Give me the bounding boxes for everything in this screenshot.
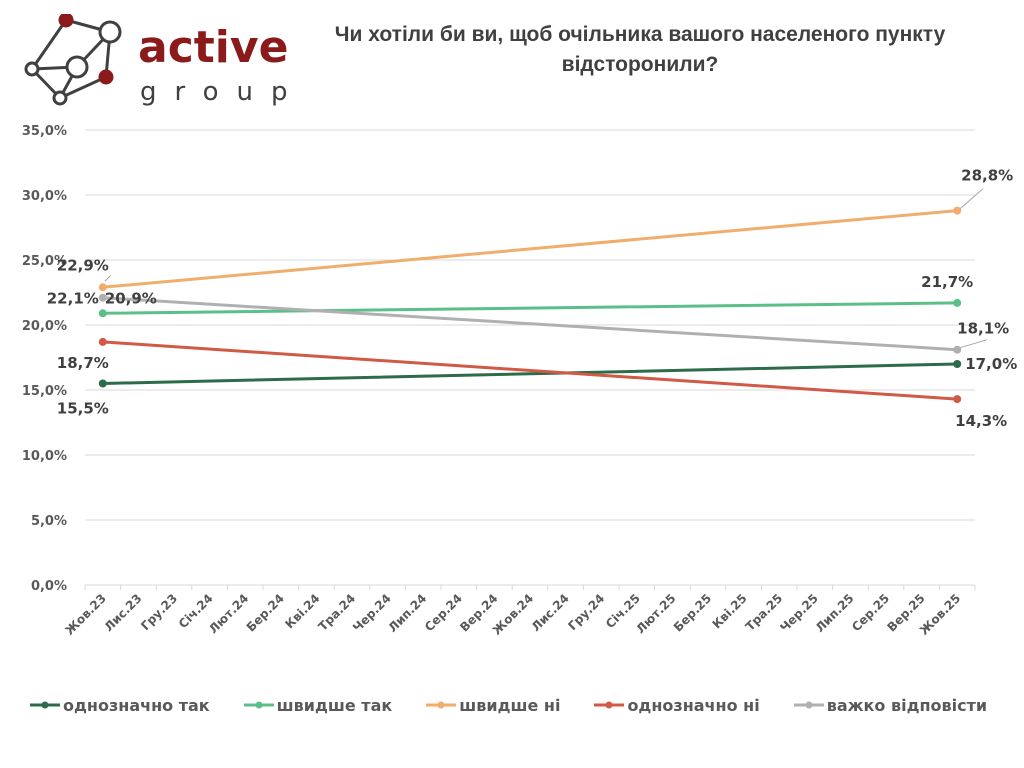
data-label: 14,3% [955, 412, 1007, 430]
data-point [98, 293, 107, 302]
legend-item: однозначно так [30, 696, 210, 715]
data-label: 22,1% [47, 290, 99, 308]
y-tick-label: 5,0% [31, 514, 67, 529]
legend-line-marker-icon [30, 701, 60, 709]
legend: однозначно так швидше так швидше ні однозна… [30, 692, 1010, 718]
legend-label: швидше ні [459, 695, 561, 715]
data-label: 18,7% [57, 354, 109, 372]
data-label: 21,7% [921, 273, 973, 291]
data-point [953, 360, 962, 368]
series-line [101, 301, 959, 315]
series-lines [98, 206, 962, 404]
legend-label: однозначно ні [627, 695, 760, 715]
x-tick-label: Лип.24 [386, 591, 430, 635]
data-point [953, 345, 962, 354]
brand-name-top: active [138, 22, 288, 73]
legend-label: швидше так [276, 695, 393, 715]
active-group-logo: active group [24, 14, 306, 107]
data-label: 17,0% [965, 355, 1017, 373]
chart-title: Чи хотіли би ви, щоб очільника вашого на… [334, 23, 946, 76]
data-point [953, 206, 962, 215]
x-tick-label: Бер.24 [244, 591, 287, 634]
data-point [953, 395, 962, 404]
x-tick-label: Лют.25 [633, 591, 678, 636]
x-axis: Жов.23Лис.23Гру.23Січ.24Лют.24Бер.24Кві.… [62, 585, 976, 638]
x-tick-label: Лис.24 [529, 591, 572, 634]
data-point [98, 379, 107, 388]
x-tick-label: Сер.25 [849, 591, 892, 634]
y-tick-label: 15,0% [22, 384, 67, 399]
data-label: 28,8% [961, 167, 1013, 185]
legend-item: однозначно ні [594, 695, 760, 715]
y-tick-label: 20,0% [22, 319, 67, 334]
x-tick-label: Чер.25 [777, 591, 821, 635]
x-tick-label: Лют.24 [206, 591, 251, 636]
data-point [98, 309, 107, 318]
gridlines [85, 129, 975, 586]
y-tick-label: 0,0% [31, 579, 67, 594]
series-line [101, 340, 959, 401]
x-tick-label: Чер.24 [350, 591, 394, 635]
y-tick-label: 35,0% [22, 124, 67, 139]
x-tick-label: Гру.24 [565, 591, 607, 633]
legend-item: важко відповісти [793, 695, 988, 715]
legend-label: важко відповісти [826, 695, 988, 715]
data-label: 15,5% [57, 400, 109, 418]
leader-line [960, 339, 988, 349]
x-tick-label: Гру.23 [138, 591, 180, 633]
x-tick-label: Сер.24 [422, 591, 465, 634]
data-point [98, 283, 107, 292]
legend-line-marker-icon [426, 701, 457, 709]
x-tick-label: Лис.23 [102, 591, 145, 634]
leader-line [959, 188, 984, 209]
x-tick-label: Лип.25 [813, 591, 857, 635]
legend-item: швидше ні [426, 696, 560, 715]
series-line [101, 209, 959, 289]
data-labels: 15,5% 17,0% 20,9% 21,7% 22,9% 28,8% 18,7% 14,3%… [47, 167, 1017, 431]
network-icon [24, 14, 122, 106]
y-tick-label: 10,0% [22, 449, 67, 464]
data-label: 18,1% [957, 320, 1009, 338]
legend-line-marker-icon [243, 701, 274, 709]
y-axis: 0,0% 5,0% 10,0% 15,0% 20,0% 25,0% 30,0% 35,0% [22, 124, 67, 594]
series-line [101, 296, 959, 352]
x-tick-label: Жов.23 [62, 591, 109, 638]
brand-name-bottom: group [140, 77, 306, 107]
legend-label: однозначно так [63, 695, 210, 715]
data-label: 20,9% [105, 289, 157, 307]
leader-line [104, 274, 112, 282]
series-line [101, 362, 959, 385]
legend-line-marker-icon [793, 701, 824, 709]
data-point [98, 337, 107, 346]
y-tick-label: 25,0% [22, 254, 67, 269]
legend-item: швидше так [243, 695, 393, 715]
data-label: 22,9% [57, 256, 109, 274]
data-point [953, 298, 962, 307]
x-tick-label: Бер.25 [671, 591, 714, 634]
y-tick-label: 30,0% [22, 189, 67, 204]
legend-line-marker-icon [594, 701, 625, 709]
